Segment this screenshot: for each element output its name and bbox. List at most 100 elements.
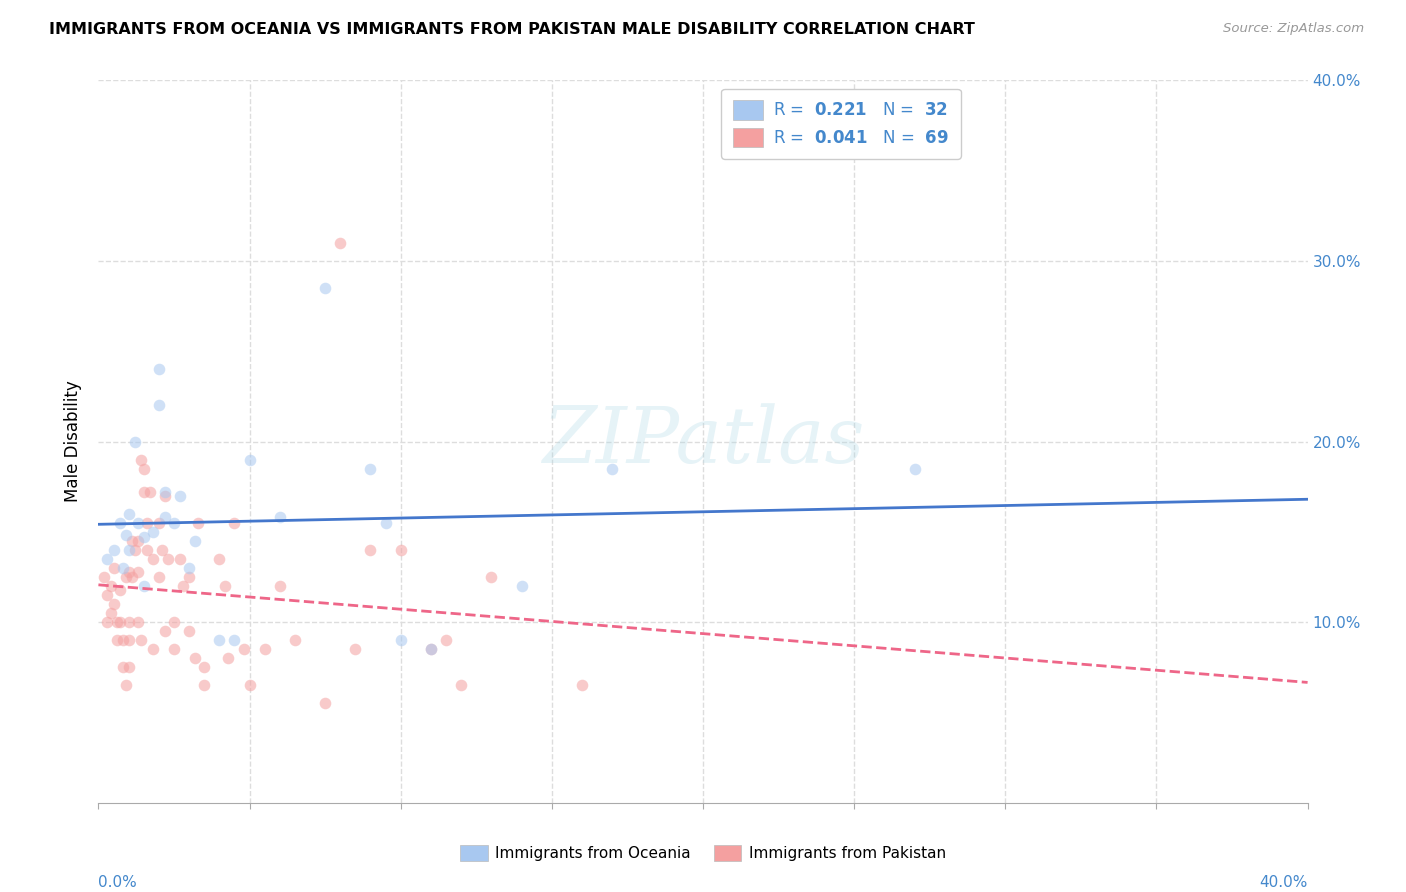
Point [163, 615, 186, 630]
Point [114, 528, 136, 542]
Point [111, 561, 134, 575]
Point [169, 489, 191, 503]
Point [148, 398, 170, 412]
Point [187, 516, 209, 530]
Point [179, 570, 201, 584]
Point [108, 582, 131, 597]
Point [153, 485, 176, 500]
Point [100, 579, 122, 593]
Point [153, 489, 176, 503]
Point [96, 615, 118, 630]
Point [224, 516, 246, 530]
Point [127, 533, 149, 548]
Point [156, 552, 179, 566]
Point [153, 510, 176, 524]
Point [105, 615, 128, 630]
Point [360, 542, 382, 557]
Point [93, 570, 115, 584]
Point [132, 485, 155, 500]
Point [127, 516, 149, 530]
Point [96, 588, 118, 602]
Point [153, 624, 176, 639]
Point [169, 552, 191, 566]
Point [284, 633, 307, 648]
Text: 40.0%: 40.0% [1260, 875, 1308, 890]
Point [179, 624, 201, 639]
Point [103, 597, 125, 611]
Point [179, 561, 201, 575]
Point [571, 678, 593, 692]
Point [420, 642, 443, 657]
Point [314, 697, 336, 711]
Point [214, 579, 236, 593]
Point [193, 678, 215, 692]
Point [904, 461, 927, 475]
Point [100, 606, 122, 620]
Point [172, 579, 194, 593]
Point [184, 651, 207, 665]
Text: IMMIGRANTS FROM OCEANIA VS IMMIGRANTS FROM PAKISTAN MALE DISABILITY CORRELATION : IMMIGRANTS FROM OCEANIA VS IMMIGRANTS FR… [49, 22, 976, 37]
Point [105, 633, 128, 648]
Point [142, 642, 165, 657]
Point [269, 510, 291, 524]
Point [142, 524, 165, 539]
Point [121, 570, 143, 584]
Point [150, 542, 173, 557]
Point [329, 235, 352, 250]
Point [232, 642, 254, 657]
Point [269, 579, 291, 593]
Point [224, 633, 246, 648]
Y-axis label: Male Disability: Male Disability [65, 381, 83, 502]
Point [208, 552, 231, 566]
Point [124, 434, 146, 449]
Text: Source: ZipAtlas.com: Source: ZipAtlas.com [1223, 22, 1364, 36]
Point [434, 633, 457, 648]
Point [129, 633, 152, 648]
Point [108, 516, 131, 530]
Point [602, 461, 624, 475]
Point [360, 461, 382, 475]
Point [127, 615, 149, 630]
Point [314, 281, 336, 295]
Point [132, 461, 155, 475]
Point [510, 579, 533, 593]
Point [217, 651, 239, 665]
Point [114, 570, 136, 584]
Point [118, 633, 141, 648]
Point [389, 542, 412, 557]
Point [239, 452, 262, 467]
Point [118, 565, 141, 579]
Point [148, 516, 170, 530]
Point [135, 516, 157, 530]
Point [163, 642, 186, 657]
Point [142, 552, 165, 566]
Legend: Immigrants from Oceania, Immigrants from Pakistan: Immigrants from Oceania, Immigrants from… [454, 839, 952, 867]
Point [111, 660, 134, 674]
Point [108, 615, 131, 630]
Point [253, 642, 276, 657]
Point [389, 633, 412, 648]
Point [118, 507, 141, 521]
Point [450, 678, 472, 692]
Point [118, 615, 141, 630]
Point [374, 516, 396, 530]
Point [103, 561, 125, 575]
Point [103, 542, 125, 557]
Point [121, 533, 143, 548]
Point [139, 485, 162, 500]
Point [344, 642, 367, 657]
Point [193, 660, 215, 674]
Point [129, 452, 152, 467]
Point [148, 570, 170, 584]
Point [420, 642, 443, 657]
Point [111, 633, 134, 648]
Point [135, 542, 157, 557]
Point [118, 660, 141, 674]
Point [132, 530, 155, 544]
Text: ZIPatlas: ZIPatlas [541, 403, 865, 480]
Point [148, 362, 170, 376]
Point [132, 579, 155, 593]
Point [239, 678, 262, 692]
Point [118, 542, 141, 557]
Point [208, 633, 231, 648]
